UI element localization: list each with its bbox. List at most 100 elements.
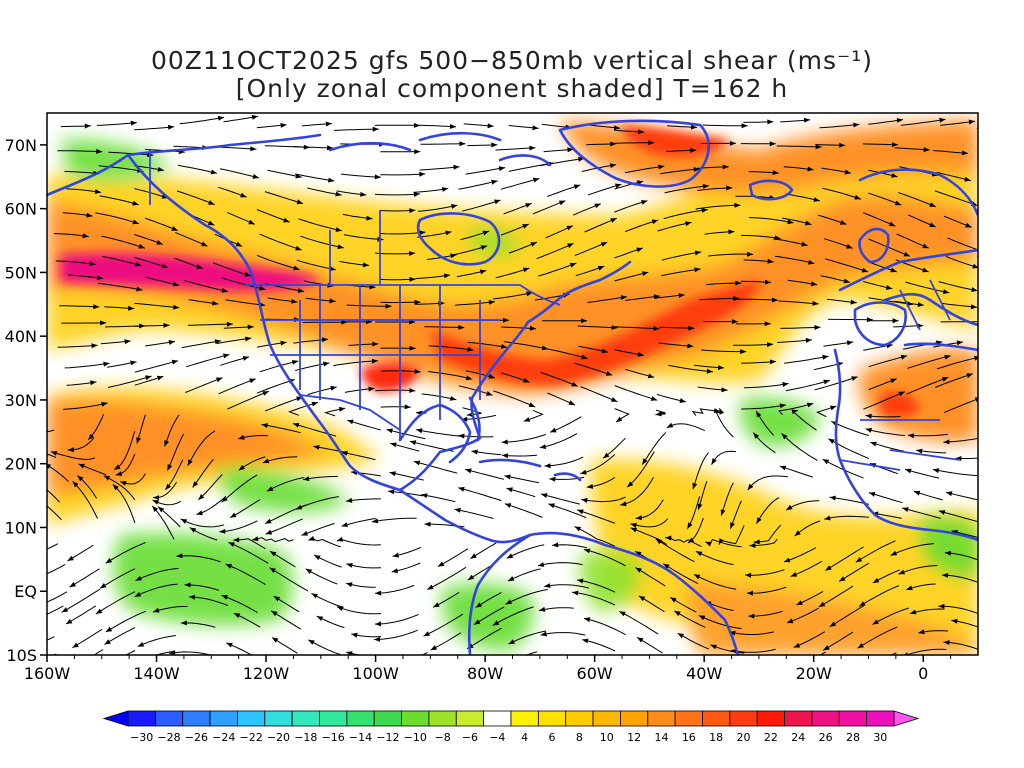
streamline-arrowhead	[694, 250, 702, 256]
streamline	[212, 262, 251, 277]
streamline	[977, 347, 978, 349]
streamline	[426, 566, 467, 590]
streamline-arrowhead	[214, 339, 222, 345]
streamline-arrowhead	[642, 271, 649, 276]
coast-central-america	[398, 488, 532, 544]
streamline-arrowhead	[813, 197, 820, 202]
streamline-arrowhead	[638, 129, 645, 135]
lon-tick-label: 60W	[577, 664, 613, 683]
streamline-arrowhead	[637, 637, 644, 643]
colorbar-swatch	[866, 710, 895, 727]
colorbar-swatch	[483, 710, 512, 727]
streamline-arrowhead	[196, 510, 203, 516]
streamline-arrowhead	[812, 300, 819, 306]
streamline-arrowhead	[372, 126, 379, 132]
colorbar-swatch	[510, 710, 539, 727]
streamline-arrowhead	[180, 519, 188, 524]
streamline	[985, 192, 1024, 202]
streamline-arrowhead	[653, 326, 660, 331]
streamline-arrowhead	[221, 287, 228, 293]
streamline-arrowhead	[308, 536, 315, 541]
colorbar-swatch	[729, 710, 758, 727]
streamline-arrowhead	[733, 296, 740, 301]
streamline-arrowhead	[630, 522, 637, 528]
streamline	[539, 433, 578, 449]
streamline-arrowhead	[687, 537, 695, 543]
streamline	[134, 583, 178, 598]
streamline-arrowhead	[156, 240, 163, 245]
streamline	[580, 386, 618, 403]
streamline	[424, 326, 465, 329]
streamline-arrowhead	[772, 170, 779, 176]
streamline-arrowhead	[221, 496, 228, 503]
lat-tick-label: 60N	[5, 200, 37, 219]
streamline	[619, 610, 659, 635]
streamline-arrowhead	[226, 321, 233, 327]
streamline-arrowhead	[504, 503, 512, 508]
streamline-arrowhead	[90, 380, 97, 386]
streamline	[574, 526, 616, 547]
streamline-arrowhead	[223, 353, 230, 359]
streamline-arrowhead	[467, 574, 475, 580]
streamline	[333, 360, 379, 367]
streamline-arrowhead	[642, 458, 648, 465]
streamline-arrowhead	[242, 356, 250, 361]
streamline-arrowhead	[956, 340, 963, 346]
streamline-arrowhead	[728, 229, 735, 235]
streamline	[977, 392, 978, 395]
streamline-arrowhead	[783, 557, 791, 563]
streamline	[185, 377, 223, 393]
streamline-arrowhead	[528, 402, 536, 407]
streamline	[492, 292, 533, 300]
streamline-arrowhead	[335, 191, 342, 197]
streamline	[423, 613, 463, 637]
streamline-arrowhead	[280, 122, 287, 128]
colorbar-swatch	[154, 710, 184, 727]
streamline-arrowhead	[922, 243, 929, 249]
streamline-arrowhead	[505, 599, 512, 605]
streamline-arrowhead	[96, 275, 103, 281]
colorbar-label: 14	[654, 731, 668, 744]
streamline-arrowhead	[544, 583, 551, 588]
streamline-arrowhead	[635, 551, 642, 557]
streamline	[256, 254, 300, 271]
streamline-arrowhead	[522, 267, 530, 273]
streamline-arrowhead	[747, 483, 754, 491]
streamline-arrowhead	[375, 590, 382, 596]
streamline-arrowhead	[929, 202, 936, 207]
streamline-arrowhead	[611, 397, 618, 402]
streamline	[943, 437, 978, 443]
colorbar-label: 20	[737, 731, 751, 744]
streamline-arrowhead	[305, 568, 313, 574]
streamline-arrowhead	[655, 538, 663, 545]
streamline-arrowhead	[34, 479, 40, 485]
streamline-arrowhead	[152, 500, 159, 505]
streamline-arrowhead	[974, 355, 978, 361]
streamline-arrowhead	[502, 453, 509, 459]
streamline-arrowhead	[338, 406, 346, 412]
streamline	[785, 379, 830, 392]
streamline	[825, 546, 864, 571]
streamline	[47, 429, 55, 433]
streamline-arrowhead	[740, 349, 747, 355]
streamline-arrowhead	[120, 481, 127, 486]
streamline-arrowhead	[529, 325, 536, 331]
streamline-arrowhead	[891, 142, 898, 148]
streamline	[906, 376, 949, 395]
colorbar-swatch	[756, 710, 785, 727]
streamline-arrowhead	[251, 114, 259, 120]
streamline-arrowhead	[366, 215, 373, 221]
shade-red-north-atlantic	[620, 125, 730, 157]
streamline-arrowhead	[571, 381, 578, 387]
streamline-arrowhead	[900, 354, 908, 360]
streamline-arrowhead	[311, 593, 318, 599]
streamline-arrowhead	[192, 481, 199, 488]
streamline-arrowhead	[233, 537, 240, 543]
streamline-arrowhead	[341, 450, 348, 456]
streamline-arrowhead	[970, 304, 978, 310]
streamline-arrowhead	[702, 183, 709, 189]
streamline-arrowhead	[228, 542, 235, 547]
streamline-arrowhead	[698, 615, 706, 621]
streamline-arrowhead	[690, 147, 697, 153]
streamline-arrowhead	[103, 475, 111, 481]
